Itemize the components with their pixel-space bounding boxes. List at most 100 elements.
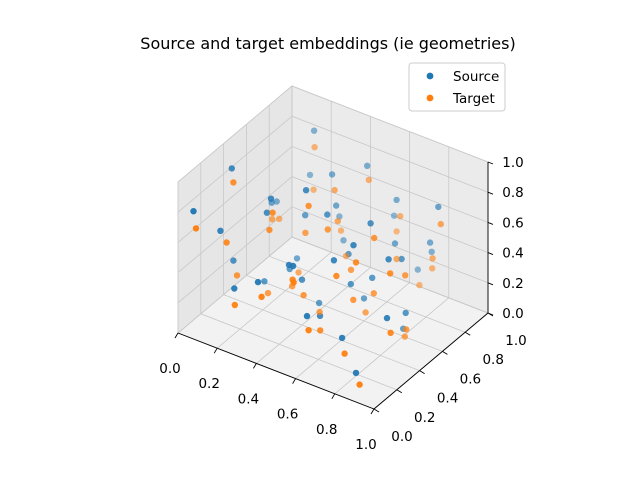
point-source (391, 240, 399, 247)
point-source (367, 220, 374, 227)
point-target (305, 327, 312, 334)
point-target (333, 272, 340, 280)
point-source (230, 257, 237, 264)
point-target (371, 234, 378, 242)
point-source (289, 262, 297, 270)
point-source (273, 198, 280, 205)
point-target (337, 227, 345, 234)
point-source (338, 334, 346, 342)
point-source (340, 237, 347, 244)
point-source (428, 248, 435, 255)
z-tick (487, 221, 494, 225)
x-tick-label: 0.8 (316, 422, 337, 438)
point-target (295, 269, 302, 276)
point-target (305, 202, 312, 210)
point-source (360, 295, 368, 302)
z-tick (487, 282, 494, 286)
y-tick (442, 351, 448, 355)
point-target (347, 266, 355, 273)
point-source (302, 212, 309, 219)
point-target (258, 293, 265, 300)
point-target (317, 327, 324, 334)
point-source (330, 257, 338, 264)
point-source (352, 369, 360, 377)
z-tick-label: 0.4 (502, 246, 523, 262)
point-source (414, 266, 421, 273)
point-source (324, 211, 331, 218)
point-source (435, 203, 442, 211)
x-tick (253, 363, 257, 369)
point-target (403, 326, 410, 333)
z-tick (487, 252, 494, 256)
point-source (390, 212, 398, 219)
x-tick-label: 0.6 (277, 407, 298, 423)
point-target (230, 179, 237, 186)
legend-label-source: Source (453, 69, 499, 85)
point-source (254, 278, 262, 286)
point-source (306, 171, 314, 179)
point-target (416, 281, 423, 289)
point-target (350, 296, 357, 303)
x-tick (370, 408, 375, 415)
x-tick (331, 393, 336, 400)
point-source (350, 242, 357, 249)
legend-marker-target (426, 94, 434, 102)
z-tick-label: 1.0 (502, 155, 523, 171)
point-target (302, 229, 309, 236)
point-target (310, 186, 317, 193)
axis-edges (177, 162, 489, 410)
data-points (190, 127, 444, 388)
point-target (402, 272, 409, 279)
point-target (290, 279, 297, 286)
point-target (362, 309, 369, 316)
point-target (387, 270, 394, 277)
x-tick-label: 0.2 (198, 376, 219, 392)
point-target (266, 226, 273, 234)
x-tick-label: 1.0 (355, 437, 376, 453)
point-source (293, 255, 301, 262)
z-tick-label: 0.8 (502, 185, 523, 201)
y-tick (396, 389, 403, 394)
point-source (261, 278, 268, 285)
gridline-y (268, 105, 466, 333)
z-tick-label: 0.0 (502, 306, 523, 322)
point-target (324, 226, 331, 233)
axis-ticks: 0.00.20.40.60.81.0 0.00.20.40.60.81.00.00… (159, 155, 526, 453)
z-tick-label: 0.2 (502, 276, 523, 292)
gridline-y (245, 124, 443, 352)
point-source (385, 256, 392, 263)
point-source (369, 274, 376, 281)
point-target (352, 259, 360, 266)
point-source (298, 276, 306, 283)
point-target (437, 220, 444, 228)
point-source (426, 239, 434, 246)
point-target (334, 217, 341, 225)
point-target (311, 144, 318, 151)
y-tick (373, 408, 380, 413)
point-target (223, 239, 230, 246)
z-tick (487, 191, 494, 195)
axis-panes (177, 84, 489, 410)
point-target (397, 213, 404, 220)
gridline-z (177, 85, 489, 183)
point-source (310, 127, 318, 134)
gridline-y (223, 143, 420, 371)
point-target (370, 290, 377, 297)
x-tick (292, 378, 296, 384)
z-tick-label: 0.6 (502, 215, 523, 231)
y-tick-label: 0.8 (482, 352, 503, 368)
point-target (269, 209, 276, 216)
point-target (387, 329, 394, 336)
point-source (231, 285, 238, 292)
y-tick (464, 331, 471, 336)
point-target (233, 272, 241, 279)
point-source (263, 209, 271, 216)
x-tick-label: 0.4 (238, 391, 259, 407)
point-source (228, 165, 235, 172)
point-target (365, 176, 372, 184)
point-source (383, 314, 391, 322)
x-axis-line (177, 332, 375, 410)
x-tick-label: 0.0 (159, 361, 180, 377)
point-target (276, 215, 283, 222)
